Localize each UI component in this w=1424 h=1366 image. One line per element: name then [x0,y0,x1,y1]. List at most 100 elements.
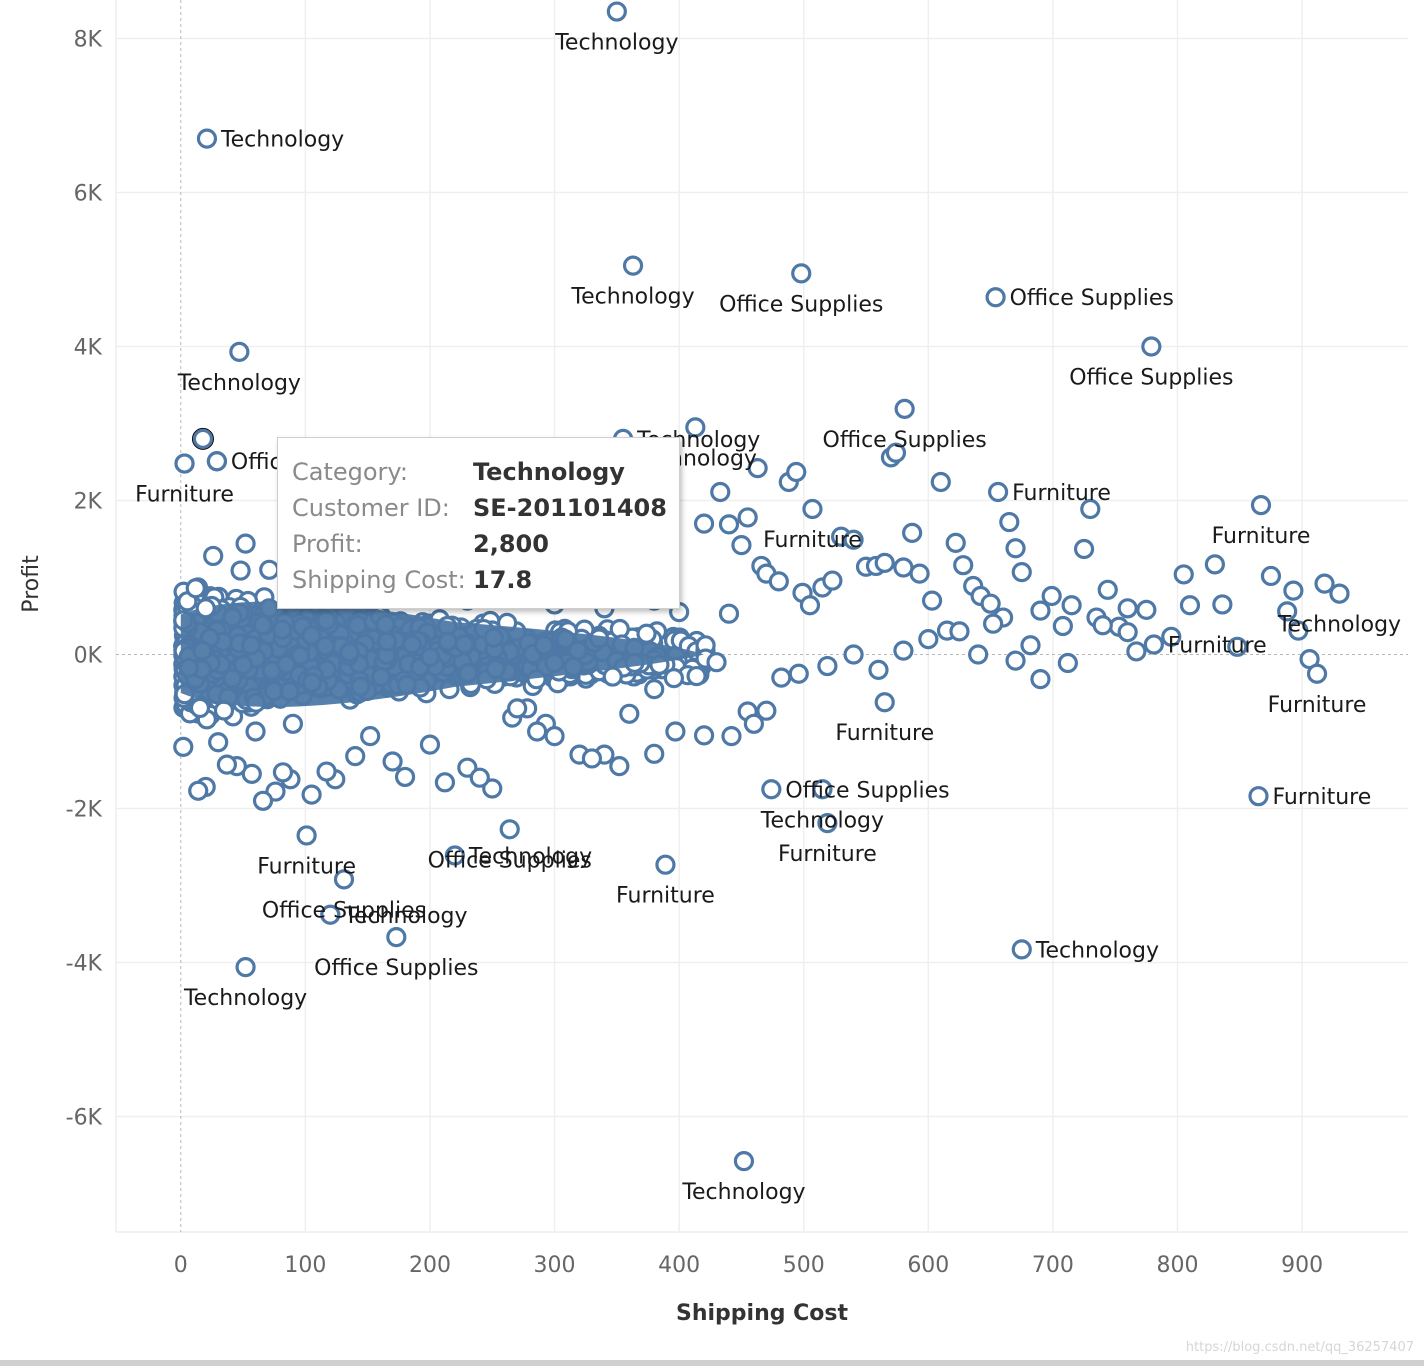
labeled-point [987,481,1009,503]
data-point [710,481,731,503]
bottom-border [0,1360,1424,1366]
labeled-point [894,398,915,419]
labeled-point [444,845,465,866]
point-label: Technology [760,808,884,833]
data-point [953,555,974,576]
labeled-point [1306,663,1328,684]
data-point [771,667,792,688]
data-point [1227,636,1248,657]
data-point [893,557,914,578]
labeled-point [733,1151,755,1172]
data-point [999,511,1020,533]
data-point [817,655,838,677]
tooltip-row-customer-id: Customer ID: SE-201101408 [292,490,679,526]
data-point [1005,538,1026,559]
data-point [619,703,640,724]
labeled-point [196,128,218,149]
data-point [345,746,366,767]
labeled-point [229,341,250,362]
data-point [544,726,565,747]
point-label: Furniture [135,483,234,508]
x-tick-label: 700 [1032,1253,1074,1278]
hovered-point [192,428,214,449]
data-point [737,507,758,528]
data-point [902,522,923,543]
data-point [1073,538,1095,560]
data-point [301,784,322,805]
tooltip-value: SE-201101408 [473,494,667,522]
data-point [731,535,752,556]
y-tick-label: 4K [74,336,103,361]
tooltip-row-shipping-cost: Shipping Cost: 17.8 [292,562,679,598]
point-label: Technology [1277,613,1401,638]
tooltip-row-category: Category: Technology [292,454,679,490]
data-point [316,761,337,782]
labeled-point [685,417,706,438]
point-label: Furniture [1168,633,1267,658]
x-tick-label: 400 [658,1253,700,1278]
data-point [885,442,907,463]
data-point [1277,601,1298,622]
data-point [216,754,237,775]
point-label: Office Supplies [428,848,592,873]
point-label: Technology [570,285,694,310]
point-label: Furniture [257,854,356,879]
data-point [272,762,294,783]
data-point [1092,615,1113,636]
data-point [507,698,528,719]
data-point [1117,598,1138,619]
data-point [665,721,686,742]
data-point [644,679,665,700]
data-point [235,533,256,554]
tooltip-key: Shipping Cost: [292,566,466,594]
data-point [930,471,951,493]
labeled-point [874,692,895,713]
y-tick-label: 2K [74,490,103,515]
tooltip-key: Customer ID: [292,494,450,522]
data-point [693,513,715,534]
y-tick-label: -4K [66,952,103,977]
data-point [1030,669,1051,690]
x-axis-title: Shipping Cost [676,1301,849,1326]
labeled-point [802,498,823,520]
data-point [743,713,765,734]
labeled-point [985,287,1006,308]
data-point [918,628,939,650]
point-label: Technology [468,844,592,869]
point-label: Technology [183,986,307,1011]
dense-point-cluster [173,577,716,730]
labeled-point [1143,634,1164,655]
x-tick-label: 600 [907,1253,949,1278]
data-point [230,560,251,581]
data-point [799,595,821,616]
data-point [909,563,930,584]
data-point [1179,595,1201,616]
point-label: Technology [220,128,344,153]
data-point [874,552,895,573]
data-point [1041,585,1062,607]
tooltip-value: 2,800 [473,530,549,558]
data-point [644,743,665,764]
data-point [1011,562,1032,583]
point-label: Furniture [1012,481,1111,506]
point-label: Furniture [1212,524,1311,549]
data-point [1161,626,1182,647]
data-point [188,780,209,801]
data-point [1020,635,1041,656]
data-point [786,461,807,483]
x-tick-label: 0 [174,1253,188,1278]
data-point [259,559,280,580]
data-point [663,667,685,689]
data-point [1260,565,1282,587]
x-tick-label: 800 [1157,1253,1199,1278]
point-label: Technology [1035,938,1159,963]
data-point [419,734,441,755]
data-point [394,766,416,788]
data-point [1283,580,1304,601]
data-point [945,532,966,553]
y-tick-label: 0K [74,644,103,669]
data-point [921,590,943,611]
data-point [686,665,707,687]
point-label: Technology [177,371,301,396]
data-point [983,613,1004,634]
